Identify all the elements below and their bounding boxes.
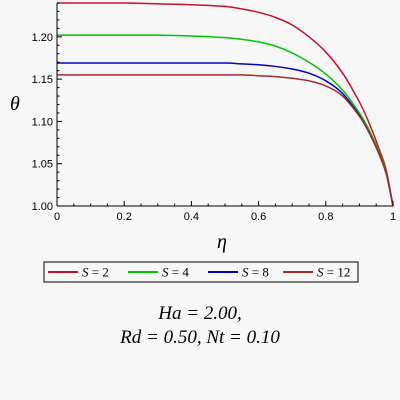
x-tick-label: 0 [54, 211, 60, 223]
legend-box [43, 261, 359, 283]
x-tick-label: 0.2 [117, 211, 132, 223]
parameter-line-1: Ha = 2.00, [158, 303, 242, 324]
legend-label-3: S = 8 [242, 265, 269, 280]
legend-label-1: S = 2 [82, 265, 109, 280]
x-axis-title: η [217, 231, 227, 253]
legend-var-1: S [82, 265, 89, 280]
legend-label-2: S = 4 [162, 265, 189, 280]
x-tick-label: 0.8 [318, 211, 333, 223]
series-lines [56, 2, 394, 207]
legend-var-4: S [317, 265, 324, 280]
legend-value-4: = 12 [324, 265, 351, 280]
parameter-line-2: Rd = 0.50, Nt = 0.10 [120, 327, 280, 348]
y-tick-label: 1.00 [32, 201, 53, 213]
series-line-1 [56, 2, 394, 207]
y-tick-label: 1.10 [32, 116, 53, 128]
legend-var-2: S [162, 265, 169, 280]
axis-ticks: 0 0.2 0.4 0.6 0.8 1 1.00 1.05 1.10 1.15 1.20 [32, 2, 396, 223]
x-tick-label: 0.6 [251, 211, 266, 223]
legend-value-2: = 4 [169, 265, 190, 280]
legend-label-4: S = 12 [317, 265, 350, 280]
plot-area [57, 3, 393, 206]
y-axis-title: θ [10, 93, 20, 115]
y-tick-label: 1.15 [32, 74, 53, 86]
legend-value-1: = 2 [89, 265, 109, 280]
series-line-2 [56, 34, 394, 207]
legend-value-3: = 8 [249, 265, 269, 280]
x-tick-label: 0.4 [184, 211, 199, 223]
y-tick-label: 1.20 [32, 32, 53, 44]
x-tick-label: 1 [390, 211, 396, 223]
legend-var-3: S [242, 265, 249, 280]
y-tick-label: 1.05 [32, 159, 53, 171]
series-line-4 [57, 74, 394, 207]
